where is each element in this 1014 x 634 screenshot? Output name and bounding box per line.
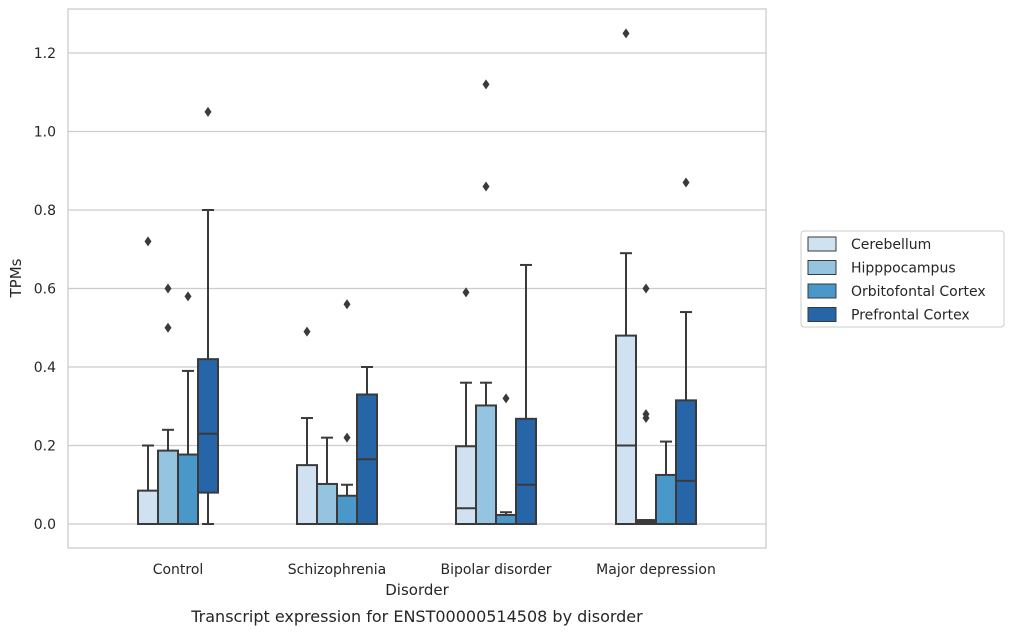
y-tick-label: 0.2 xyxy=(34,439,56,455)
x-tick-label: Control xyxy=(153,562,204,578)
outlier-point xyxy=(462,287,470,298)
box-iqr xyxy=(197,358,219,494)
legend-frame xyxy=(800,230,1005,328)
box-1-1 xyxy=(316,436,338,525)
x-tick-label: Major depression xyxy=(596,562,716,578)
box-0-1 xyxy=(157,283,179,526)
box-2-2 xyxy=(495,393,517,525)
legend-label: Hipppocampus xyxy=(851,261,956,277)
box-0-2 xyxy=(177,291,199,525)
box-3-1 xyxy=(635,283,657,526)
box-3-3 xyxy=(675,177,697,525)
box-iqr xyxy=(177,453,199,525)
legend-label: Orbitofontal Cortex xyxy=(851,284,986,300)
box-iqr xyxy=(655,473,677,525)
x-tick-label: Schizophrenia xyxy=(288,562,386,578)
box-iqr xyxy=(615,334,637,525)
legend-label: Cerebellum xyxy=(851,237,931,253)
y-tick-labels: 0.0 0.2 0.4 0.6 0.8 1.0 1.2 xyxy=(34,46,56,533)
outlier-point xyxy=(682,177,690,188)
legend-swatch xyxy=(807,236,837,252)
box-0-0 xyxy=(137,236,159,526)
box-iqr xyxy=(675,399,697,525)
box-2-3 xyxy=(515,263,537,525)
box-iqr xyxy=(475,404,497,525)
y-tick-label: 0.0 xyxy=(34,517,56,533)
figure-caption: Transcript expression for ENST0000051450… xyxy=(190,607,643,626)
box-iqr xyxy=(495,513,517,525)
box-iqr xyxy=(515,417,537,525)
legend-swatch xyxy=(807,260,837,275)
legend-swatch xyxy=(807,307,837,322)
box-iqr xyxy=(296,464,318,525)
y-tick-label: 0.6 xyxy=(34,282,56,298)
box-1-0 xyxy=(296,326,318,525)
box-iqr xyxy=(336,494,358,525)
y-tick-label: 1.0 xyxy=(34,125,56,141)
legend: Cerebellum Hipppocampus Orbitofontal Corte… xyxy=(800,230,1005,328)
legend-swatch xyxy=(807,283,837,299)
outlier-point xyxy=(642,409,650,420)
box-1-3 xyxy=(356,366,378,525)
outlier-point xyxy=(164,283,172,294)
y-tick-label: 0.8 xyxy=(34,203,56,219)
box-3-2 xyxy=(655,440,677,525)
y-tick-label: 1.2 xyxy=(34,46,56,62)
box-0-3 xyxy=(197,106,219,525)
outlier-point xyxy=(164,322,172,333)
box-3-0 xyxy=(615,28,637,525)
box-iqr xyxy=(316,482,338,525)
plot-frame xyxy=(67,8,767,549)
box-2-1 xyxy=(475,79,497,525)
outlier-point xyxy=(184,291,192,302)
grid-lines xyxy=(68,52,766,525)
y-axis-label: TPMs xyxy=(7,258,25,298)
y-tick-label: 0.4 xyxy=(34,360,56,376)
x-tick-labels: Control Schizophrenia Bipolar disorder Majo… xyxy=(153,562,716,578)
outlier-point xyxy=(642,283,650,294)
box-iqr xyxy=(157,449,179,526)
outlier-point xyxy=(482,79,490,90)
outlier-point xyxy=(144,236,152,247)
box-iqr xyxy=(137,489,159,526)
outlier-point xyxy=(343,432,351,443)
box-1-2 xyxy=(336,299,358,525)
outlier-point xyxy=(482,181,490,192)
outlier-point xyxy=(343,299,351,310)
x-tick-label: Bipolar disorder xyxy=(440,562,551,578)
outlier-point xyxy=(502,393,510,404)
outlier-point xyxy=(622,28,630,39)
outlier-point xyxy=(204,106,212,117)
outlier-point xyxy=(303,326,311,337)
x-axis-label: Disorder xyxy=(385,581,449,599)
box-2-0 xyxy=(455,287,477,525)
legend-label: Prefrontal Cortex xyxy=(851,308,970,324)
box-iqr xyxy=(455,445,477,525)
box-plots xyxy=(137,28,697,526)
